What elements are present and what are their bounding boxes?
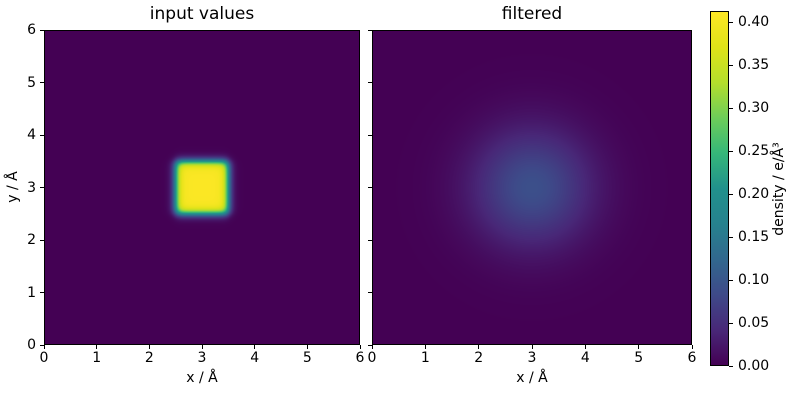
x-tick-label: 4 <box>250 350 260 366</box>
colorbar-tick-mark <box>729 365 733 367</box>
x-tick-label: 2 <box>474 350 484 366</box>
y-tick-mark <box>40 292 44 293</box>
colorbar-tick-mark <box>729 279 733 281</box>
x-tick-label: 5 <box>634 350 644 366</box>
colorbar-tick-label: 0.40 <box>738 14 770 31</box>
colorbar-tick-label: 0.15 <box>738 229 770 246</box>
plot-title-right: filtered <box>501 4 563 24</box>
x-tick-mark <box>478 345 480 349</box>
y-tick-mark <box>40 29 44 31</box>
x-tick-mark <box>691 345 693 349</box>
x-tick-label: 3 <box>527 350 537 366</box>
colorbar-tick-label: 0.35 <box>738 57 770 74</box>
y-tick-mark <box>368 239 372 241</box>
colorbar-tick-label: 0.30 <box>738 100 770 117</box>
x-tick-mark <box>371 345 373 349</box>
x-tick-label: 6 <box>687 350 697 366</box>
y-tick-mark <box>368 292 372 293</box>
y-tick-mark <box>40 239 44 241</box>
colorbar-tick-mark <box>729 193 733 195</box>
colorbar-tick-mark <box>729 150 733 152</box>
x-tick-mark <box>201 345 203 349</box>
colorbar <box>710 11 729 366</box>
colorbar-tick-mark <box>729 236 733 238</box>
y-tick-label: 1 <box>27 284 36 301</box>
x-tick-mark <box>43 345 45 349</box>
x-tick-label: 6 <box>355 350 365 366</box>
heatmap-input-values <box>45 31 359 344</box>
x-tick-mark <box>96 345 98 349</box>
x-axis-label-right: x / Å <box>516 370 548 386</box>
x-tick-mark <box>584 345 586 349</box>
x-tick-mark <box>638 345 640 349</box>
colorbar-label: density / e/Å³ <box>771 142 787 236</box>
y-tick-label: 2 <box>27 232 36 248</box>
y-tick-mark <box>368 187 372 188</box>
y-tick-mark <box>368 29 372 31</box>
x-tick-mark <box>254 345 256 349</box>
x-tick-mark <box>306 345 308 349</box>
x-tick-label: 5 <box>302 350 312 366</box>
y-tick-mark <box>368 134 372 136</box>
x-tick-label: 0 <box>39 350 49 366</box>
y-tick-mark <box>40 82 44 83</box>
y-tick-mark <box>40 134 44 136</box>
x-tick-label: 1 <box>92 350 102 366</box>
colorbar-tick-mark <box>729 21 733 23</box>
colorbar-tick-mark <box>729 64 733 66</box>
x-tick-label: 1 <box>420 350 430 366</box>
x-axis-label-left: x / Å <box>186 370 218 386</box>
colorbar-tick-label: 0.05 <box>738 315 770 332</box>
colorbar-tick-label: 0.10 <box>738 272 770 289</box>
y-tick-label: 6 <box>27 22 36 38</box>
x-tick-label: 2 <box>144 350 154 366</box>
x-tick-mark <box>359 345 361 349</box>
y-tick-label: 0 <box>27 337 36 353</box>
heatmap-filtered <box>373 31 691 344</box>
axes-input-values <box>44 30 360 345</box>
colorbar-tick-label: 0.25 <box>738 143 770 160</box>
y-tick-mark <box>40 344 44 346</box>
colorbar-tick-label: 0.00 <box>738 358 770 374</box>
y-tick-label: 4 <box>27 127 36 143</box>
x-tick-label: 0 <box>367 350 377 366</box>
colorbar-tick-mark <box>729 322 733 324</box>
y-tick-mark <box>368 82 372 83</box>
x-tick-label: 4 <box>580 350 590 366</box>
plot-title-left: input values <box>149 4 255 24</box>
y-tick-mark <box>40 187 44 188</box>
colorbar-tick-label: 0.20 <box>738 186 770 203</box>
x-tick-mark <box>148 345 150 349</box>
axes-filtered <box>372 30 692 345</box>
x-tick-mark <box>531 345 533 349</box>
colorbar-tick-mark <box>729 107 733 109</box>
y-tick-label: 5 <box>27 74 36 91</box>
y-tick-mark <box>368 344 372 346</box>
x-tick-label: 3 <box>197 350 207 366</box>
y-tick-label: 3 <box>27 179 36 196</box>
x-tick-mark <box>424 345 426 349</box>
